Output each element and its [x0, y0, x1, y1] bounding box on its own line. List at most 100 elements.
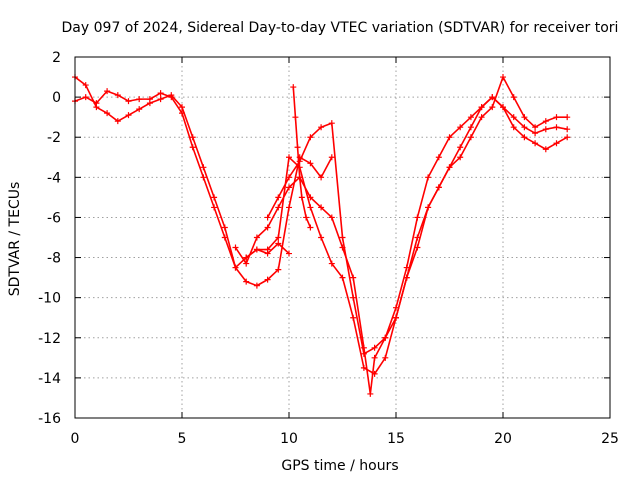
data-point	[435, 154, 442, 161]
data-point	[350, 314, 357, 321]
data-point	[382, 334, 389, 341]
data-point	[243, 254, 250, 261]
y-tick-label: -12	[38, 331, 61, 347]
data-point	[168, 92, 175, 99]
data-point	[253, 246, 260, 253]
data-point	[339, 234, 346, 241]
grid-lines	[75, 57, 610, 418]
y-tick-label: -2	[47, 130, 61, 146]
data-point	[294, 144, 301, 151]
data-point	[286, 154, 292, 161]
data-point	[521, 114, 528, 121]
y-tick-label: -16	[38, 411, 61, 427]
data-point	[296, 174, 303, 181]
series-line	[245, 96, 568, 375]
data-point	[146, 100, 153, 107]
data-point	[232, 264, 239, 271]
data-point	[253, 282, 260, 289]
data-point	[467, 124, 474, 131]
series-line	[234, 76, 568, 395]
data-point	[290, 84, 297, 91]
data-point	[318, 124, 325, 131]
data-point	[318, 234, 325, 241]
data-point	[307, 134, 314, 141]
data-point	[371, 354, 378, 361]
data-point	[467, 114, 474, 121]
data-point	[104, 110, 111, 117]
data-point	[360, 350, 367, 357]
x-tick-label: 25	[601, 431, 619, 447]
data-point	[564, 126, 571, 133]
data-point	[136, 96, 143, 103]
data-point	[553, 140, 560, 147]
y-tick-label: 0	[52, 90, 61, 106]
data-point	[232, 244, 239, 251]
data-point	[221, 224, 228, 231]
data-point	[435, 184, 442, 191]
data-point	[328, 214, 335, 221]
data-point	[542, 146, 549, 153]
data-point	[371, 370, 378, 377]
data-point	[264, 224, 271, 231]
data-point	[457, 124, 464, 131]
data-point	[510, 124, 517, 131]
x-tick-label: 10	[280, 431, 298, 447]
data-point	[542, 126, 549, 133]
data-point	[318, 204, 325, 211]
data-point	[393, 304, 399, 311]
data-point	[403, 264, 410, 271]
data-point	[179, 104, 185, 111]
data-point	[200, 174, 207, 181]
data-point	[253, 234, 260, 241]
data-point	[93, 104, 100, 111]
data-point	[307, 224, 314, 231]
y-tick-label: -8	[47, 251, 61, 267]
data-point	[303, 214, 310, 221]
data-point	[328, 154, 335, 161]
data-point	[425, 204, 432, 211]
data-point	[136, 106, 143, 113]
data-point	[339, 274, 346, 281]
data-point	[489, 104, 496, 111]
data-point	[510, 94, 517, 101]
x-tick-label: 20	[494, 431, 512, 447]
data-point	[296, 158, 303, 165]
data-point	[264, 214, 271, 221]
series-2	[72, 74, 335, 289]
data-point	[286, 204, 292, 211]
data-point	[82, 82, 89, 89]
data-point	[521, 134, 528, 141]
data-point	[542, 118, 549, 125]
data-point	[489, 94, 496, 101]
data-point	[532, 130, 539, 137]
data-point	[243, 260, 250, 267]
data-point	[189, 134, 196, 141]
data-point	[264, 276, 271, 283]
x-tick-label: 5	[178, 431, 187, 447]
data-point	[360, 364, 367, 371]
data-point	[275, 194, 282, 201]
data-point	[211, 194, 218, 201]
data-point	[510, 114, 517, 121]
data-point	[298, 194, 305, 201]
data-point	[264, 246, 271, 253]
data-point	[446, 164, 453, 171]
data-point	[328, 120, 335, 127]
data-point	[414, 214, 421, 221]
y-tick-label: -6	[47, 210, 61, 226]
data-point	[114, 118, 121, 125]
data-point	[307, 204, 314, 211]
y-tick-label: 2	[52, 50, 61, 66]
data-point	[157, 90, 164, 97]
data-point	[157, 96, 164, 103]
series-line	[74, 76, 333, 287]
data-point	[292, 114, 299, 121]
y-tick-label: -14	[38, 371, 61, 387]
data-point	[521, 124, 528, 131]
data-point	[532, 140, 539, 147]
data-point	[211, 204, 218, 211]
data-point	[367, 390, 374, 397]
x-axis-label: GPS time / hours	[281, 458, 398, 474]
data-point	[467, 134, 474, 141]
